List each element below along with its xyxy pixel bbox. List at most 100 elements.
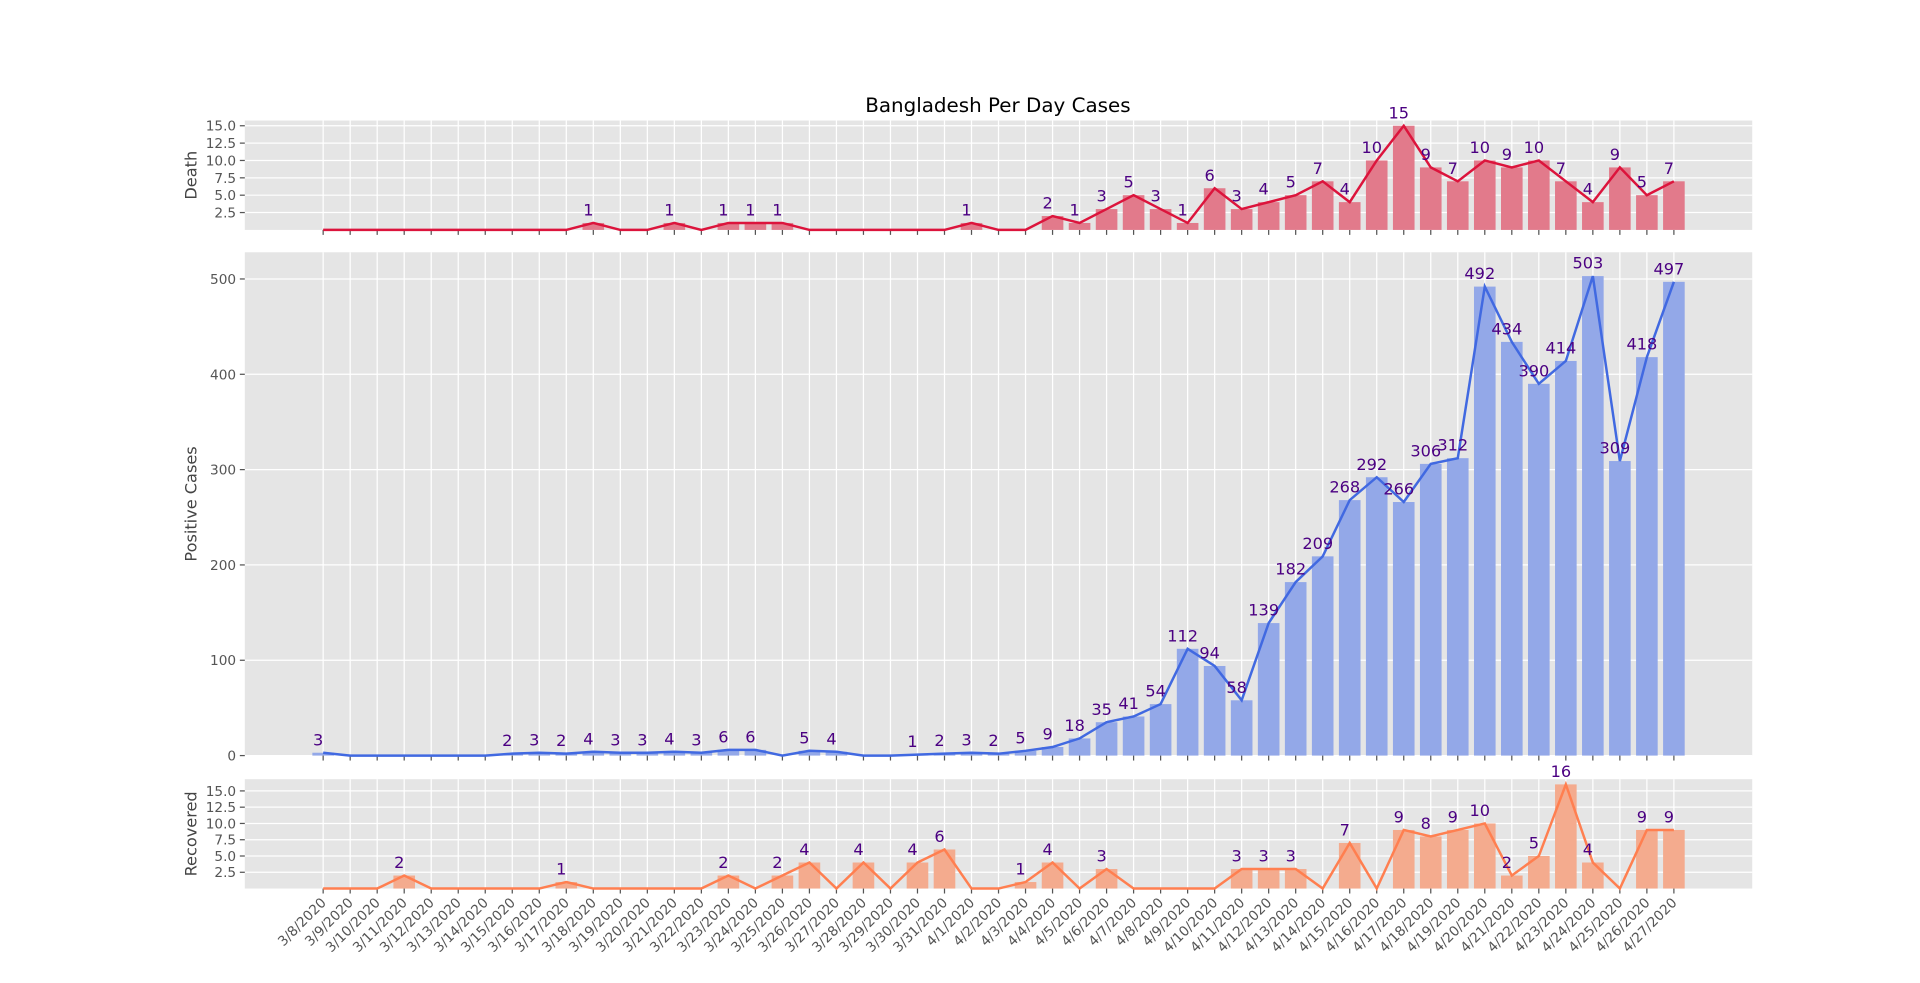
bar — [663, 751, 686, 756]
chart-title: Bangladesh Per Day Cases — [865, 94, 1130, 117]
data-label: 2 — [1042, 194, 1052, 213]
y-tick-label: 5.0 — [214, 849, 236, 865]
bar — [1419, 463, 1442, 756]
bar — [1446, 181, 1469, 230]
y-tick-label: 7.5 — [214, 833, 236, 849]
y-axis-label: Recovered — [181, 791, 200, 876]
bar — [528, 752, 551, 756]
bar — [1473, 823, 1496, 889]
bar — [771, 875, 794, 889]
data-label: 7 — [1664, 159, 1674, 178]
line — [323, 275, 1676, 757]
data-label: 5 — [799, 728, 809, 747]
bar — [1095, 869, 1118, 889]
data-label: 497 — [1654, 259, 1685, 278]
data-label: 2 — [934, 731, 944, 750]
data-label: 7 — [1448, 159, 1458, 178]
bar — [1582, 202, 1604, 230]
data-label: 418 — [1626, 335, 1657, 354]
data-label: 3 — [1096, 187, 1106, 206]
bar — [1122, 195, 1145, 230]
bar — [798, 750, 821, 756]
y-tick-label: 0 — [227, 749, 236, 765]
bar — [771, 222, 794, 230]
y-tick-label: 100 — [210, 653, 236, 669]
bar — [1636, 829, 1658, 889]
bar — [1392, 125, 1415, 230]
data-label: 312 — [1437, 436, 1468, 455]
bar — [1149, 704, 1172, 756]
data-label: 54 — [1145, 682, 1166, 701]
data-label: 6 — [745, 727, 755, 746]
bar — [852, 862, 875, 889]
y-tick-label: 15.0 — [206, 119, 236, 135]
bar — [1582, 862, 1604, 889]
bar — [1555, 784, 1577, 889]
data-label: 5 — [1123, 173, 1133, 192]
bar — [1446, 458, 1469, 756]
data-label: 3 — [1151, 187, 1161, 206]
bar — [1257, 623, 1280, 756]
bar — [1203, 665, 1226, 756]
y-axis-label: Death — [181, 151, 200, 200]
y-tick-label: 2.5 — [214, 206, 236, 222]
y-tick-label: 200 — [210, 558, 236, 574]
data-label: 3 — [313, 730, 323, 749]
y-tick-label: 500 — [210, 272, 236, 288]
data-label: 2 — [772, 853, 782, 872]
data-label: 5 — [1015, 728, 1025, 747]
data-label: 9 — [1610, 145, 1620, 164]
data-label: 4 — [664, 729, 674, 748]
bar — [1500, 167, 1523, 230]
bar — [960, 222, 983, 230]
data-label: 18 — [1064, 716, 1085, 735]
y-tick-label: 5.0 — [214, 188, 236, 204]
bar — [1663, 829, 1685, 889]
bar — [1257, 202, 1280, 230]
bar — [1636, 357, 1658, 756]
data-label: 9 — [1448, 808, 1458, 827]
y-tick-label: 400 — [210, 367, 236, 383]
data-label: 1 — [961, 201, 971, 220]
data-label: 94 — [1199, 644, 1220, 663]
data-label: 4 — [853, 840, 863, 859]
bar — [825, 751, 848, 756]
bar — [1338, 202, 1361, 230]
data-label: 2 — [1502, 853, 1512, 872]
data-label: 3 — [1259, 847, 1269, 866]
data-label: 58 — [1226, 678, 1247, 697]
data-label: 3 — [1096, 847, 1106, 866]
bar — [1338, 500, 1361, 756]
data-label: 434 — [1491, 319, 1522, 338]
bar — [582, 222, 605, 230]
y-tick-label: 15.0 — [206, 784, 236, 800]
data-label: 1 — [1069, 201, 1079, 220]
data-label: 182 — [1275, 560, 1306, 579]
data-label: 2 — [718, 853, 728, 872]
bar — [663, 222, 686, 230]
data-label: 3 — [610, 730, 620, 749]
data-label: 1 — [1015, 860, 1025, 879]
bar — [1041, 746, 1064, 756]
bar — [1284, 582, 1307, 756]
data-label: 7 — [1313, 159, 1323, 178]
data-label: 3 — [1286, 847, 1296, 866]
bar — [1176, 648, 1199, 756]
data-label: 3 — [637, 730, 647, 749]
bar — [1473, 286, 1496, 756]
bar — [1068, 738, 1091, 756]
bar — [1528, 856, 1550, 889]
data-label: 3 — [529, 730, 539, 749]
data-label: 7 — [1340, 821, 1350, 840]
bar — [1365, 477, 1388, 756]
bar — [1257, 869, 1280, 889]
bar — [1068, 222, 1091, 230]
data-label: 4 — [799, 840, 809, 859]
data-label: 9 — [1502, 145, 1512, 164]
line — [323, 123, 1675, 232]
data-label: 2 — [556, 731, 566, 750]
bar — [1419, 167, 1442, 230]
data-label: 41 — [1118, 694, 1139, 713]
y-tick-label: 7.5 — [214, 171, 236, 187]
